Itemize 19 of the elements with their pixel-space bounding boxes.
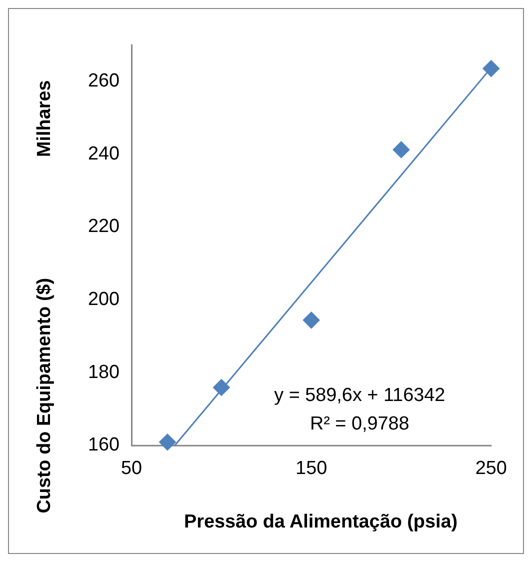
y-tick-label: 180	[88, 362, 120, 383]
text: Milhares	[34, 80, 56, 157]
annotation: y = 589,6x + 116342	[274, 384, 446, 406]
y-tick-label: 240	[88, 143, 120, 164]
point	[159, 434, 176, 451]
point	[482, 60, 500, 78]
y-axis-title: Custo do Equipamento ($)	[34, 278, 56, 514]
y-tick-label: 260	[88, 70, 120, 92]
x-tick-label: 50	[121, 458, 142, 479]
y-tick-label: 160	[88, 434, 120, 456]
x-tick-label: 150	[296, 458, 328, 479]
y-tick-label: 200	[88, 288, 120, 310]
point	[392, 141, 410, 158]
point	[212, 379, 230, 396]
x-tick-label: 250	[475, 458, 507, 479]
point	[302, 312, 320, 329]
y-tick-label: 220	[88, 216, 120, 238]
x-axis-title: Pressão da Alimentação (psia)	[184, 511, 458, 532]
annotation: R² = 0,9788	[310, 414, 410, 435]
